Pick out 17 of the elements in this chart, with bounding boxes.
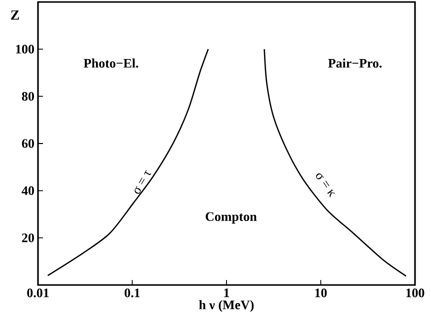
x-tick-label: 10 (315, 288, 327, 298)
x-tick-label: 0.01 (27, 288, 49, 298)
x-axis-title: h ν (MeV) (199, 300, 254, 312)
y-axis-title: Z (11, 10, 19, 20)
annotation: σ = κ (316, 173, 335, 198)
annotation: Photo−El. (84, 58, 138, 68)
y-tick-label: 40 (22, 186, 34, 196)
x-tick-label: 0.1 (124, 288, 140, 298)
x-tick-label: 1 (224, 288, 230, 298)
y-tick-label: 100 (16, 44, 34, 54)
annotation: Pair−Pro. (328, 58, 382, 68)
annotation: σ = τ (134, 170, 151, 194)
y-tick-label: 80 (22, 92, 34, 101)
y-tick-label: 20 (22, 233, 34, 242)
y-tick-label: 60 (22, 139, 34, 148)
annotation: Compton (206, 212, 257, 224)
x-tick-label: 100 (406, 288, 424, 298)
